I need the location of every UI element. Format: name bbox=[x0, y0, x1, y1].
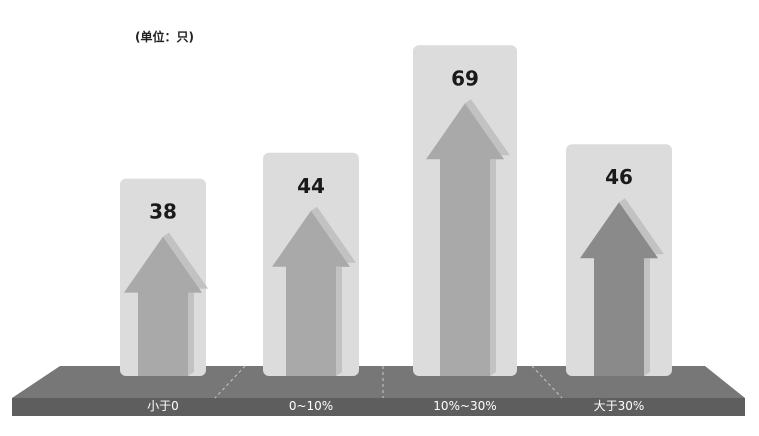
bar-arrow bbox=[272, 210, 350, 376]
bar-arrow-side bbox=[311, 206, 356, 376]
data-label: 38 bbox=[149, 200, 177, 224]
data-label: 69 bbox=[451, 66, 479, 90]
bar-arrow-side bbox=[163, 232, 208, 376]
category-label: 大于30% bbox=[594, 399, 645, 413]
bar-arrow bbox=[124, 236, 202, 376]
floor-front bbox=[12, 398, 745, 416]
bar-group: 69 10%~30% bbox=[413, 45, 517, 413]
category-label: 小于0 bbox=[147, 399, 179, 413]
bars: 38 小于0 44 0~10% 69 10%~30% 46 大于30% bbox=[120, 45, 672, 413]
floor-divider bbox=[531, 365, 563, 399]
bar-arrow-side bbox=[619, 198, 664, 376]
category-label: 0~10% bbox=[289, 399, 333, 413]
data-label: 44 bbox=[297, 174, 325, 198]
data-label: 46 bbox=[605, 165, 633, 189]
unit-label: (单位：只) bbox=[135, 29, 194, 44]
category-label: 10%~30% bbox=[433, 399, 496, 413]
bar-group: 38 小于0 bbox=[120, 178, 208, 413]
bar-arrow bbox=[426, 103, 504, 377]
bar-group: 46 大于30% bbox=[566, 144, 672, 413]
bar-group: 44 0~10% bbox=[263, 152, 359, 413]
floor-divider bbox=[214, 365, 246, 399]
bar-arrow bbox=[580, 202, 658, 376]
